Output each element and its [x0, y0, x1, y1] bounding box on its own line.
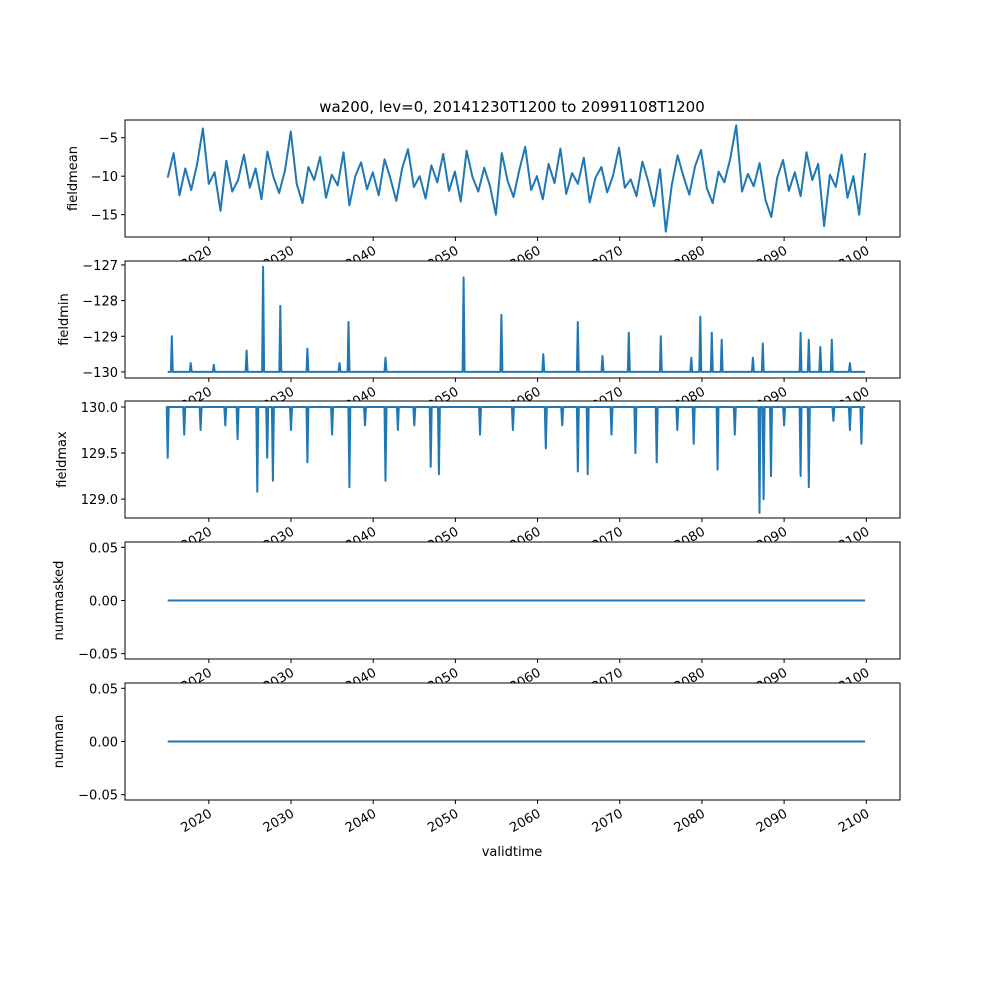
y-axis-label: fieldmax [55, 431, 70, 488]
y-axis-label: nummasked [52, 561, 67, 641]
y-tick-label: 0.00 [89, 736, 118, 751]
y-axis-label: numnan [52, 715, 67, 769]
y-tick-label: −0.05 [78, 648, 118, 663]
y-tick-label: −129 [82, 330, 118, 345]
y-tick-label: 130.0 [81, 401, 118, 416]
axes-background [125, 261, 900, 378]
y-axis-label: fieldmean [66, 146, 81, 211]
x-axis-label: validtime [482, 845, 543, 860]
y-tick-label: −5 [99, 132, 118, 147]
series-line-fieldmean [166, 124, 867, 233]
y-tick-label: 0.00 [89, 595, 118, 610]
y-tick-label: −10 [91, 170, 118, 185]
y-axis-label: fieldmin [57, 293, 72, 346]
chart-title: wa200, lev=0, 20141230T1200 to 20991108T… [319, 98, 705, 116]
y-tick-label: 129.5 [81, 447, 118, 462]
y-tick-label: −127 [82, 259, 118, 274]
axes-frame [124, 400, 901, 519]
y-tick-label: −130 [82, 366, 118, 381]
series-line-fieldmax [165, 406, 866, 514]
series-line-fieldmin [167, 265, 866, 373]
y-tick-label: 0.05 [89, 541, 118, 556]
y-tick-label: 129.0 [81, 493, 118, 508]
axes-frame [124, 260, 901, 379]
axes-background [125, 120, 900, 237]
y-tick-label: −15 [91, 209, 118, 224]
y-tick-label: −0.05 [78, 789, 118, 804]
axes-frame [124, 119, 901, 238]
y-tick-label: 0.05 [89, 682, 118, 697]
y-tick-label: −128 [82, 295, 118, 310]
